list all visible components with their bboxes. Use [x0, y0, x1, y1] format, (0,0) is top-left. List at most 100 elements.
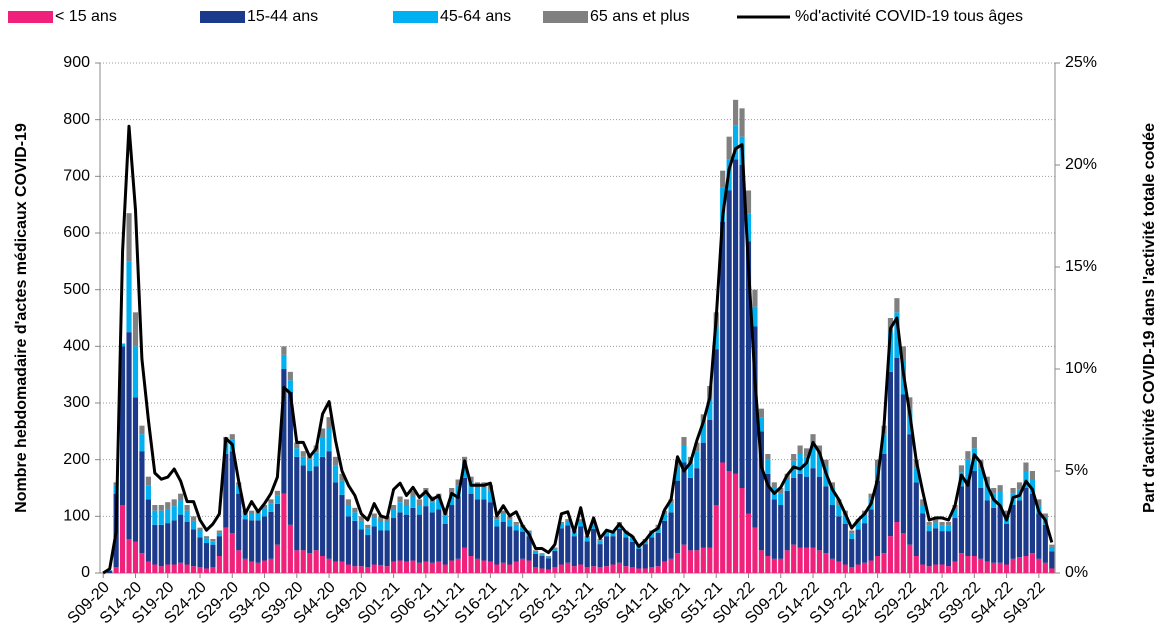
bar-segment: [216, 532, 222, 537]
bar-segment: [707, 397, 713, 420]
bar-segment: [958, 553, 965, 573]
bar-segment: [771, 499, 777, 559]
bar-segment: [720, 221, 726, 463]
bar-segment: [416, 562, 422, 573]
bar-segment: [203, 542, 210, 569]
bar-segment: [1023, 462, 1029, 471]
bar-segment: [913, 482, 919, 556]
bar-segment: [429, 502, 435, 513]
bar-segment: [513, 524, 519, 531]
bar-segment: [326, 428, 332, 452]
bar-segment: [849, 539, 855, 568]
bar-segment: [352, 520, 358, 567]
bar-segment: [455, 479, 461, 486]
bar-segment: [139, 553, 145, 573]
bar-segment: [739, 165, 745, 488]
bar-segment: [171, 564, 177, 573]
bar-segment: [332, 482, 339, 562]
y2-tick-label: 20%: [1065, 156, 1097, 173]
bar-segment: [894, 357, 900, 522]
bar-segment: [778, 493, 784, 505]
bar-segment: [849, 533, 855, 539]
bar-segment: [933, 522, 939, 529]
bar-segment: [739, 108, 745, 137]
bar-segment: [345, 499, 352, 505]
bar-segment: [294, 550, 300, 573]
bar-segment: [494, 519, 500, 527]
bar-segment: [268, 503, 274, 512]
bar-segment: [784, 479, 790, 491]
bar-segment: [578, 519, 584, 522]
bar-segment: [565, 562, 571, 573]
bar-segment: [855, 522, 861, 530]
bar-segment: [662, 561, 668, 573]
bar-segment: [345, 564, 352, 573]
bar-segment: [287, 371, 293, 381]
bar-segment: [474, 488, 481, 500]
bar-segment: [132, 312, 139, 347]
legend-label: 65 ans et plus: [590, 8, 690, 25]
bar-segment: [313, 452, 319, 467]
bar-segment: [326, 451, 332, 559]
bar-segment: [261, 560, 268, 573]
bar-segment: [391, 561, 397, 573]
bar-segment: [907, 434, 913, 545]
bar-segment: [145, 499, 151, 562]
bar-segment: [539, 554, 545, 556]
bar-segment: [416, 499, 422, 505]
legend-label: < 15 ans: [55, 8, 117, 25]
bar-segment: [823, 459, 829, 467]
legend-swatch: [8, 11, 53, 23]
bar-segment: [449, 493, 455, 505]
bar-segment: [120, 343, 126, 347]
bar-segment: [358, 516, 364, 521]
bar-segment: [203, 538, 210, 543]
bar-segment: [468, 482, 474, 494]
bar-segment: [900, 533, 906, 573]
bar-segment: [965, 479, 971, 556]
bar-segment: [268, 558, 274, 573]
bar-segment: [552, 548, 558, 551]
bar-segment: [165, 508, 171, 524]
bar-segment: [623, 537, 629, 567]
bar-segment: [171, 520, 177, 565]
bar-segment: [416, 505, 422, 515]
bar-segment: [571, 536, 577, 567]
bar-segment: [216, 530, 222, 533]
bar-segment: [642, 544, 648, 569]
bar-segment: [210, 539, 216, 542]
bar-segment: [1010, 488, 1016, 494]
bar-segment: [745, 213, 752, 242]
bar-segment: [145, 485, 151, 500]
bar-segment: [320, 437, 326, 457]
bar-segment: [623, 532, 629, 538]
bar-segment: [287, 380, 293, 392]
bar-segment: [184, 522, 190, 565]
bar-segment: [184, 510, 190, 522]
bar-segment: [649, 532, 655, 538]
bar-segment: [274, 503, 281, 545]
bar-segment: [842, 523, 848, 565]
legend-swatch: [200, 11, 245, 23]
bar-segment: [810, 547, 816, 573]
bar-segment: [397, 496, 403, 503]
bar-segment: [410, 560, 416, 573]
bar-segment: [287, 391, 293, 525]
bar-segment: [862, 514, 868, 524]
bar-segment: [623, 566, 629, 573]
bar-segment: [494, 564, 500, 573]
bar-segment: [539, 568, 545, 573]
bar-segment: [1023, 471, 1029, 488]
bar-segment: [126, 213, 132, 262]
bar-segment: [578, 564, 584, 573]
bar-segment: [797, 454, 803, 474]
bar-segment: [365, 528, 371, 536]
bar-segment: [829, 505, 835, 559]
bar-segment: [216, 536, 222, 556]
bar-segment: [926, 525, 932, 532]
bar-segment: [816, 445, 823, 454]
bar-segment: [255, 513, 261, 521]
bar-segment: [1042, 524, 1048, 563]
bar-segment: [771, 482, 777, 488]
